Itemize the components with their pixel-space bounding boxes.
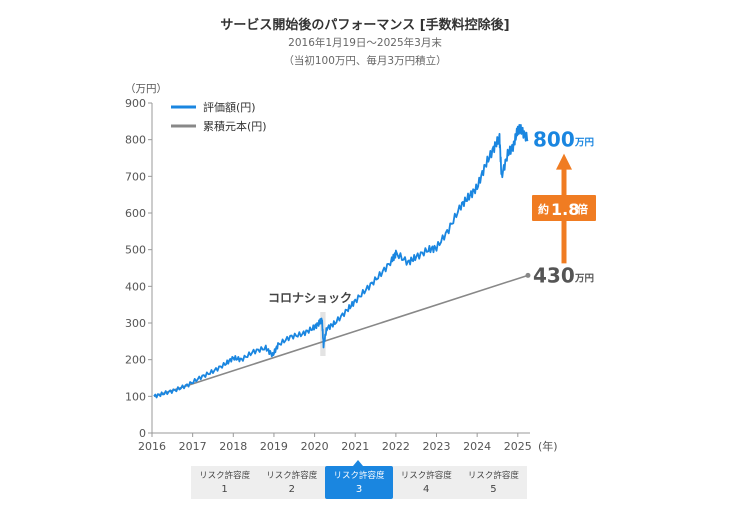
corona-annotation: コロナショック — [268, 291, 352, 305]
principal-end-dot — [525, 272, 531, 278]
tab-label: リスク許容度 — [266, 470, 318, 481]
y-tick-label: 700 — [125, 170, 146, 183]
tab-number: 5 — [490, 483, 497, 495]
legend-label: 累積元本(円) — [203, 119, 267, 133]
x-tick-label: 2019 — [260, 440, 288, 453]
ratio-value: 1.8 — [551, 200, 579, 219]
end-value-label: 800 — [533, 128, 575, 152]
series-principal-line — [153, 274, 529, 398]
series-value-line — [153, 124, 529, 399]
end-value-unit: 万円 — [574, 138, 594, 149]
tab-number: 1 — [221, 483, 228, 495]
active-tab-pointer — [353, 460, 363, 466]
y-tick-label: 800 — [125, 134, 146, 147]
ratio-arrow-head — [556, 153, 572, 170]
ratio-prefix: 約 — [538, 202, 549, 216]
ratio-badge — [532, 195, 596, 221]
x-tick-label: 2016 — [138, 440, 166, 453]
tab-risk-1[interactable]: リスク許容度 1 — [191, 466, 258, 499]
tab-risk-2[interactable]: リスク許容度 2 — [258, 466, 325, 499]
tab-label: リスク許容度 — [199, 470, 251, 481]
x-tick-label: 2023 — [423, 440, 451, 453]
tab-label: リスク許容度 — [400, 470, 452, 481]
tab-risk-3[interactable]: リスク許容度 3 — [325, 466, 393, 499]
x-tick-label: 2025 — [504, 440, 532, 453]
chart-title: サービス開始後のパフォーマンス [手数料控除後] — [220, 18, 510, 33]
principal-value-unit: 万円 — [574, 273, 594, 284]
y-tick-label: 200 — [125, 354, 146, 367]
y-tick-label: 600 — [125, 207, 146, 220]
tab-label: リスク許容度 — [467, 470, 519, 481]
y-unit-label: （万円） — [125, 83, 167, 95]
x-tick-label: 2020 — [301, 440, 329, 453]
y-tick-label: 300 — [125, 317, 146, 330]
risk-tolerance-tabs: リスク許容度 1 リスク許容度 2 リスク許容度 3 リスク許容度 4 リスク許… — [191, 466, 527, 499]
ratio-suffix: 倍 — [577, 202, 588, 216]
tab-number: 2 — [288, 483, 295, 495]
tab-number: 3 — [355, 483, 363, 495]
principal-value-label: 430 — [533, 263, 575, 287]
tab-number: 4 — [423, 483, 430, 495]
x-tick-label: 2021 — [341, 440, 369, 453]
x-tick-label: 2018 — [219, 440, 247, 453]
x-tick-label: 2022 — [382, 440, 410, 453]
y-tick-label: 500 — [125, 244, 146, 257]
tab-risk-4[interactable]: リスク許容度 4 — [393, 466, 460, 499]
tab-risk-5[interactable]: リスク許容度 5 — [460, 466, 527, 499]
y-tick-label: 900 — [125, 97, 146, 110]
x-tick-label: 2017 — [179, 440, 207, 453]
y-tick-label: 100 — [125, 390, 146, 403]
chart-note: （当初100万円、毎月3万円積立） — [283, 55, 447, 67]
chart-period: 2016年1月19日〜2025年3月末 — [288, 37, 442, 49]
y-tick-label: 0 — [139, 427, 146, 440]
x-unit-label: (年) — [538, 439, 558, 453]
legend-label: 評価額(円) — [203, 100, 256, 114]
x-tick-label: 2024 — [463, 440, 491, 453]
tab-label: リスク許容度 — [333, 470, 385, 481]
y-tick-label: 400 — [125, 280, 146, 293]
